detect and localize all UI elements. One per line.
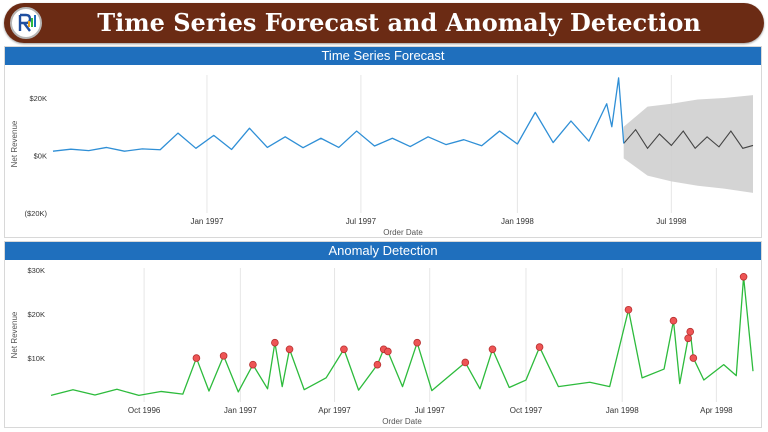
anomaly-marker[interactable]	[624, 305, 633, 314]
y-axis-label: Net Revenue	[10, 311, 19, 358]
anomaly-marker[interactable]	[684, 334, 692, 343]
x-tick-label: Oct 1996	[128, 406, 161, 415]
anomaly-marker[interactable]	[340, 345, 348, 354]
x-axis-label: Order Date	[382, 417, 422, 426]
anomaly-marker[interactable]	[384, 347, 392, 356]
report-header: Time Series Forecast and Anomaly Detecti…	[4, 3, 764, 43]
anomaly-marker[interactable]	[689, 354, 698, 362]
forecast-panel: Time Series Forecast Jan 1997 Jul 1997 Jan…	[4, 46, 762, 238]
x-tick-label: Jan 1997	[190, 217, 223, 226]
anomaly-marker[interactable]	[535, 343, 544, 351]
x-tick-label: Oct 1997	[510, 406, 543, 415]
anomaly-marker[interactable]	[219, 352, 228, 360]
anomaly-marker[interactable]	[413, 338, 421, 347]
logo-mark-icon	[18, 13, 36, 32]
forecast-chart[interactable]: Jan 1997 Jul 1997 Jan 1998 Jul 1998 $20K $0K (…	[5, 65, 761, 237]
actual-series-line	[52, 77, 625, 152]
y-tick-label: $20K	[27, 310, 45, 319]
anomaly-chart-title: Anomaly Detection	[5, 242, 761, 260]
x-tick-label: Jan 1998	[501, 217, 534, 226]
x-tick-label: Apr 1997	[318, 406, 351, 415]
anomaly-marker[interactable]	[373, 360, 382, 369]
anomaly-chart[interactable]: Oct 1996 Jan 1997 Apr 1997 Jul 1997 Oct 1997…	[5, 260, 761, 427]
x-tick-label: Jul 1997	[346, 217, 377, 226]
anomaly-marker[interactable]	[192, 354, 201, 362]
y-tick-label: $10K	[27, 354, 45, 363]
anomaly-marker[interactable]	[669, 316, 678, 325]
anomaly-panel: Anomaly Detection Oct 1996 Jan 1997 Apr 19…	[4, 241, 762, 428]
company-logo	[10, 7, 42, 39]
y-tick-label: ($20K)	[24, 209, 47, 218]
actual-series-line	[50, 276, 754, 397]
forecast-line	[623, 128, 754, 150]
confidence-band	[623, 95, 753, 193]
anomaly-marker[interactable]	[271, 338, 279, 347]
x-tick-label: Apr 1998	[700, 406, 733, 415]
x-tick-label: Jul 1998	[656, 217, 687, 226]
report-title: Time Series Forecast and Anomaly Detecti…	[97, 8, 701, 37]
y-axis-label: Net Revenue	[10, 120, 19, 167]
anomaly-marker[interactable]	[249, 360, 257, 369]
anomaly-marker[interactable]	[461, 358, 470, 367]
x-tick-label: Jan 1998	[606, 406, 639, 415]
anomaly-marker[interactable]	[285, 345, 294, 354]
forecast-chart-title: Time Series Forecast	[5, 47, 761, 65]
x-tick-label: Jan 1997	[224, 406, 257, 415]
y-tick-label: $20K	[29, 94, 47, 103]
anomaly-marker[interactable]	[686, 327, 695, 336]
anomaly-marker[interactable]	[488, 345, 497, 354]
anomaly-marker[interactable]	[739, 272, 748, 281]
y-tick-label: $0K	[34, 152, 47, 161]
x-axis-label: Order Date	[383, 228, 423, 237]
x-tick-label: Jul 1997	[415, 406, 446, 415]
y-tick-label: $30K	[27, 266, 45, 275]
